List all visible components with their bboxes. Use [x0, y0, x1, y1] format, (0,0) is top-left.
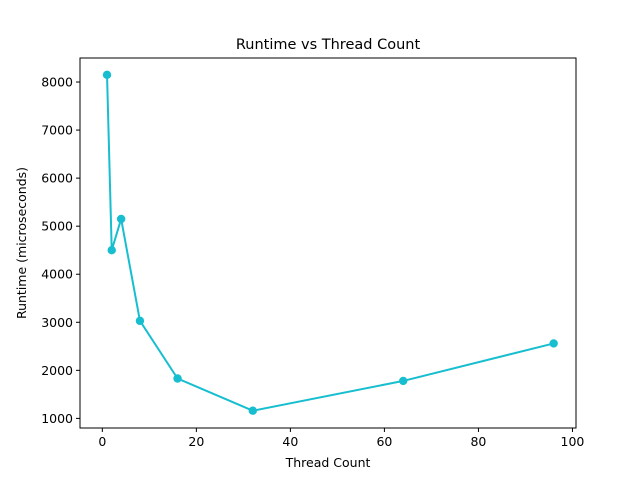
y-tick-label: 5000: [41, 219, 73, 234]
y-tick-label: 8000: [41, 75, 73, 90]
data-point: [107, 246, 116, 255]
y-axis: 1000 2000 3000 4000 5000 6000 7000 8000: [41, 75, 80, 426]
x-axis-label: Thread Count: [285, 455, 371, 470]
chart-title: Runtime vs Thread Count: [236, 37, 421, 53]
data-point: [399, 376, 408, 386]
y-tick-label: 2000: [41, 363, 73, 378]
y-tick-label: 4000: [41, 267, 73, 282]
x-tick-label: 100: [561, 434, 585, 449]
plot-frame: [79, 57, 577, 429]
x-tick-label: 40: [282, 434, 298, 449]
series-line: [106, 74, 554, 412]
data-point: [116, 214, 126, 224]
y-tick-label: 7000: [41, 123, 73, 138]
y-tick-label: 6000: [41, 171, 73, 186]
y-axis-label: Runtime (microseconds): [14, 167, 29, 319]
y-tick-label: 1000: [41, 411, 73, 426]
x-tick-label: 0: [98, 434, 106, 449]
data-point: [102, 70, 112, 80]
x-tick-label: 20: [188, 434, 204, 449]
data-point: [173, 374, 182, 383]
x-axis: 0 20 40 60 80 100: [98, 428, 584, 449]
x-tick-label: 80: [470, 434, 486, 449]
data-point: [549, 339, 558, 348]
plot-area: [102, 70, 558, 415]
y-tick-label: 3000: [41, 315, 73, 330]
x-tick-label: 60: [376, 434, 392, 449]
data-point: [135, 316, 145, 326]
data-point: [248, 406, 257, 415]
